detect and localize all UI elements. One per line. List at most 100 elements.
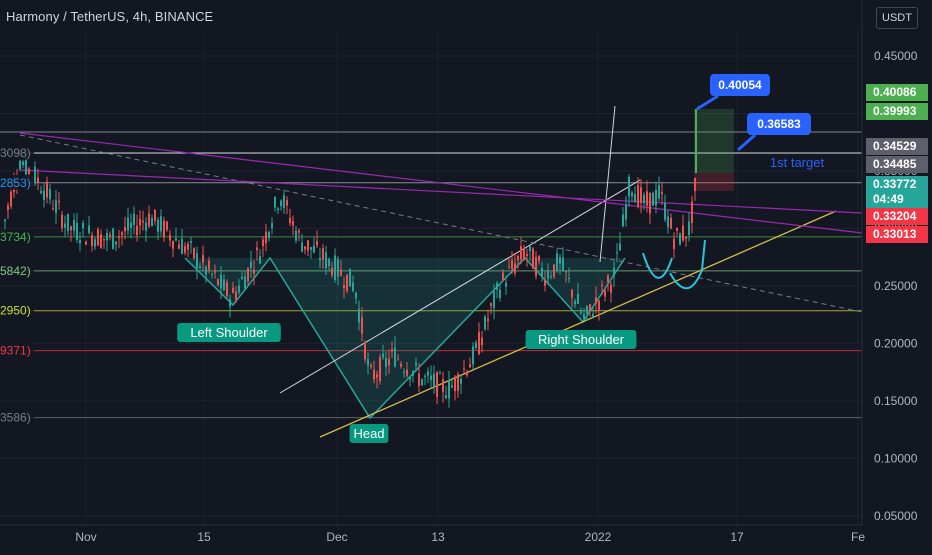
price-tag xyxy=(866,226,928,243)
candle-body xyxy=(403,371,405,373)
candle-body xyxy=(694,177,696,192)
candle-body xyxy=(592,314,594,318)
candle-body xyxy=(439,373,441,375)
y-tick-label: 0.10000 xyxy=(874,451,918,465)
x-tick-label: Dec xyxy=(326,530,347,544)
candle-body xyxy=(193,248,195,258)
candle-body xyxy=(307,240,309,251)
candle-body xyxy=(511,260,513,270)
candle-body xyxy=(496,283,498,290)
fib-label-bg xyxy=(0,174,34,190)
candle-body xyxy=(67,213,69,232)
y-tick-label: 0.15000 xyxy=(874,394,918,408)
candle-body xyxy=(541,267,543,277)
candle-body xyxy=(322,248,324,260)
candle-body xyxy=(421,379,423,385)
candle-body xyxy=(535,256,537,277)
candle-body xyxy=(616,252,618,254)
candle-body xyxy=(340,269,342,276)
candle-body xyxy=(679,233,681,245)
x-tick-label: 17 xyxy=(730,530,744,544)
candle-body xyxy=(547,270,549,279)
candle-body xyxy=(490,303,492,306)
candle-body xyxy=(118,236,120,238)
candle-body xyxy=(349,268,351,287)
candle-body xyxy=(169,234,171,241)
candle-body xyxy=(646,191,648,206)
candle-body xyxy=(229,298,231,307)
candle-body xyxy=(280,200,282,207)
callout-box xyxy=(747,113,811,135)
candle-body xyxy=(211,273,213,275)
candle-body xyxy=(676,228,678,231)
candle-body xyxy=(628,176,630,197)
candle-body xyxy=(7,205,9,210)
candle-body xyxy=(607,275,609,283)
candle-body xyxy=(451,385,453,388)
candle-body xyxy=(610,284,612,293)
candle-body xyxy=(142,220,144,223)
candle-body xyxy=(484,316,486,330)
candle-body xyxy=(682,225,684,241)
candle-body xyxy=(667,216,669,228)
candle-body xyxy=(262,239,264,247)
price-tag-label: 0.33772 xyxy=(873,177,917,191)
candle-body xyxy=(370,365,372,367)
candle-body xyxy=(139,218,141,226)
candle-body xyxy=(475,342,477,349)
candle-body xyxy=(433,373,435,386)
price-tag xyxy=(866,138,928,155)
candle-body xyxy=(388,358,390,366)
candle-body xyxy=(97,229,99,246)
x-tick-label: Fe xyxy=(851,530,865,544)
candle-body xyxy=(115,241,117,245)
candle-body xyxy=(550,276,552,278)
x-tick-label: 13 xyxy=(431,530,445,544)
candle-body xyxy=(259,256,261,264)
pattern-label: Head xyxy=(353,426,384,441)
candle-body xyxy=(331,267,333,276)
candle-body xyxy=(136,225,138,236)
candle-body xyxy=(22,161,24,165)
candle-body xyxy=(580,310,582,314)
candle-body xyxy=(418,373,420,386)
candle-body xyxy=(265,231,267,244)
candle-body xyxy=(121,232,123,235)
fib-label-bg xyxy=(0,342,34,358)
candle-body xyxy=(514,263,516,274)
candle-body xyxy=(637,184,639,207)
candle-body xyxy=(157,219,159,232)
candle-body xyxy=(160,216,162,232)
candle-body xyxy=(400,363,402,367)
candle-body xyxy=(508,266,510,268)
candle-body xyxy=(412,371,414,376)
currency-button[interactable]: USDT xyxy=(876,7,918,29)
candle-body xyxy=(40,190,42,194)
price-tag-label: 0.34529 xyxy=(873,139,917,153)
candle-body xyxy=(355,292,357,299)
candle-body xyxy=(685,236,687,239)
candle-body xyxy=(424,375,426,377)
candle-body xyxy=(283,195,285,208)
candle-body xyxy=(223,279,225,290)
candle-body xyxy=(493,291,495,309)
stop-loss-zone xyxy=(694,173,734,191)
candle-body xyxy=(562,257,564,271)
candle-body xyxy=(469,364,471,368)
candles xyxy=(1,148,696,408)
candle-body xyxy=(499,289,501,298)
candle-body xyxy=(328,258,330,267)
candle-body xyxy=(103,238,105,241)
candle-body xyxy=(553,264,555,277)
candle-body xyxy=(529,246,531,252)
candle-body xyxy=(409,377,411,380)
candle-body xyxy=(166,221,168,230)
target-annotation: 1st target xyxy=(770,155,825,170)
candle-body xyxy=(634,194,636,203)
candle-body xyxy=(643,195,645,203)
x-tick-label: 15 xyxy=(197,530,211,544)
candle-body xyxy=(175,237,177,241)
candle-body xyxy=(472,346,474,365)
candle-body xyxy=(544,279,546,286)
